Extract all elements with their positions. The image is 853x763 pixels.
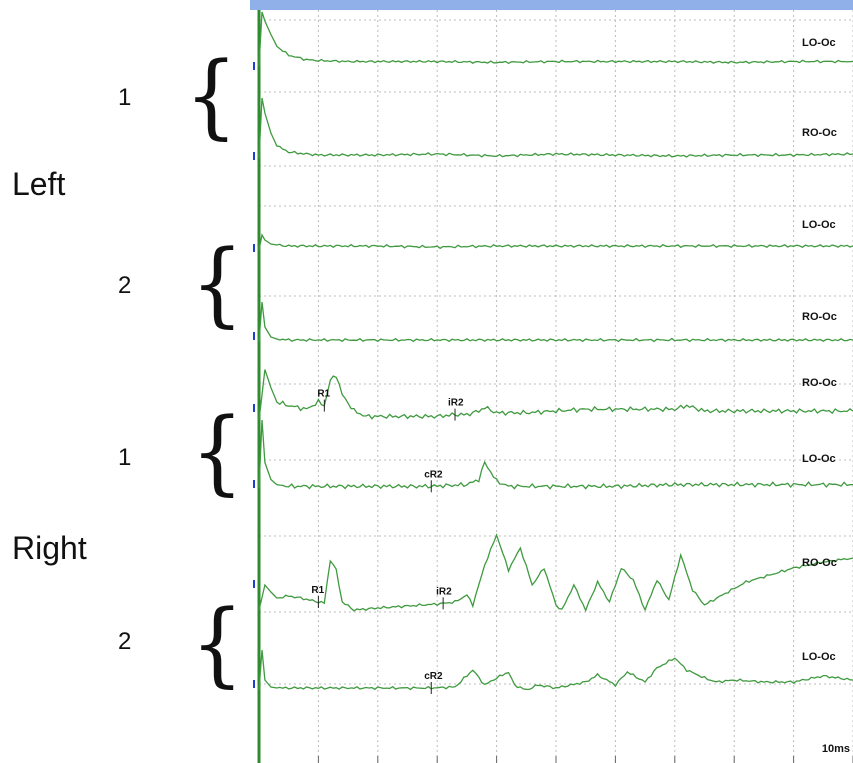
marker-label: cR2 <box>424 671 443 682</box>
channel-label: LO-Oc <box>802 37 836 49</box>
trial-number: 2 <box>118 272 132 299</box>
trace-line <box>258 533 853 613</box>
grid <box>258 10 853 763</box>
trace-line <box>258 369 853 421</box>
marker-label: R1 <box>311 585 324 596</box>
brace-icon: { <box>190 590 244 697</box>
brace-icon: { <box>190 230 244 337</box>
channel-label: RO-Oc <box>802 377 837 389</box>
trace-line <box>258 97 853 159</box>
trial-number: 1 <box>118 444 132 471</box>
traces: LO-Oc RO-Oc LO-Oc RO-Oc RO-Oc R1 iR2 LO-Oc cR2 RO… <box>253 11 853 694</box>
group-label-right: Right <box>12 530 87 566</box>
channel-label: LO-Oc <box>802 651 836 663</box>
trace-line <box>258 233 853 251</box>
trial-number: 1 <box>118 84 132 111</box>
trial-number: 2 <box>118 628 132 655</box>
marker-label: iR2 <box>436 586 452 597</box>
channel-label: LO-Oc <box>802 219 836 231</box>
trace-line <box>258 301 853 343</box>
title-bar <box>250 0 853 10</box>
brace-icon: { <box>190 398 244 505</box>
emg-trace-plot: LO-Oc RO-Oc LO-Oc RO-Oc RO-Oc R1 iR2 LO-Oc cR2 RO… <box>250 0 853 763</box>
trace-chart: LO-Oc RO-Oc LO-Oc RO-Oc RO-Oc R1 iR2 LO-Oc cR2 RO… <box>250 0 853 763</box>
marker-label: R1 <box>317 389 330 400</box>
marker-label: cR2 <box>424 469 443 480</box>
trace-line <box>258 419 853 490</box>
brace-icon: { <box>184 42 238 149</box>
channel-label: RO-Oc <box>802 557 837 569</box>
trace-line <box>258 649 853 691</box>
trace-line <box>258 11 853 67</box>
scale-label: 10ms <box>822 743 850 755</box>
group-label-left: Left <box>12 166 66 202</box>
channel-label: RO-Oc <box>802 311 837 323</box>
channel-label: RO-Oc <box>802 127 837 139</box>
channel-label: LO-Oc <box>802 453 836 465</box>
marker-label: iR2 <box>448 398 464 409</box>
